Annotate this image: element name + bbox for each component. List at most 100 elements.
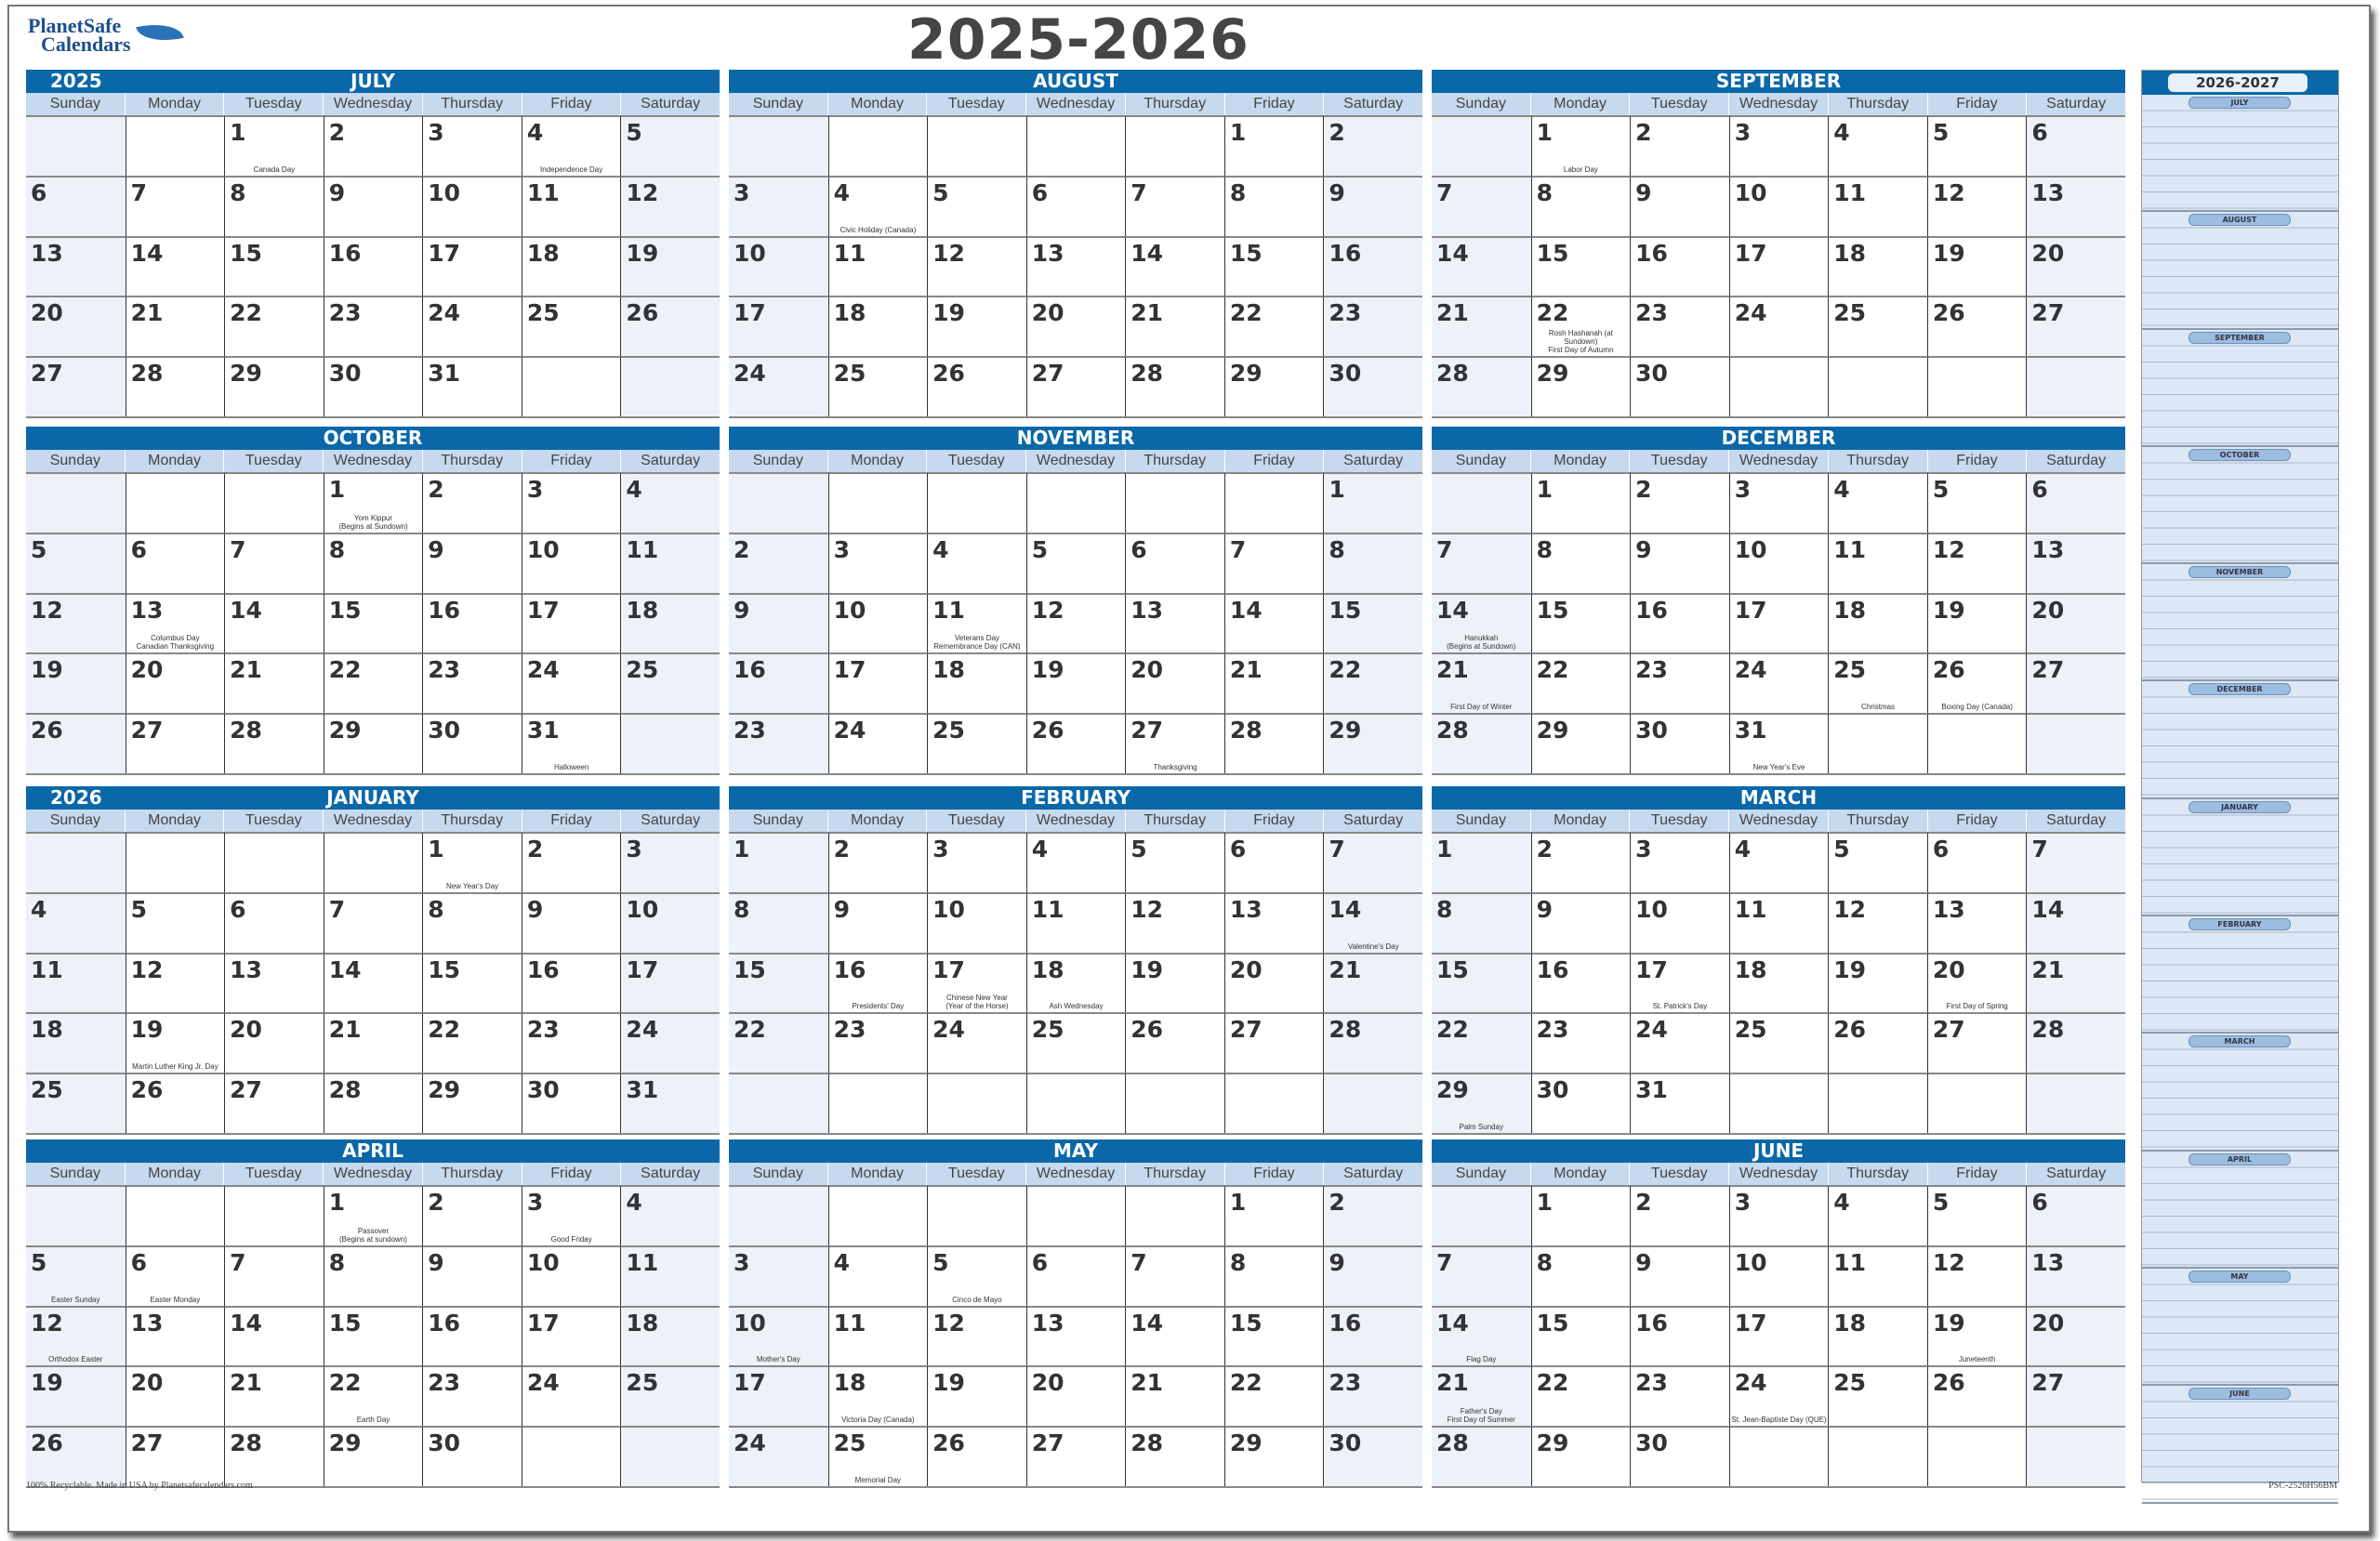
day-cell[interactable]: 6 xyxy=(1223,832,1324,892)
day-cell[interactable]: 26 xyxy=(1926,296,2027,357)
day-cell[interactable] xyxy=(26,115,126,176)
day-cell[interactable]: 17 Chinese New Year (Year of the Horse) xyxy=(927,952,1026,1013)
day-cell[interactable]: 5 xyxy=(1828,832,1927,892)
day-cell[interactable]: 19 Juneteenth xyxy=(1926,1305,2027,1366)
day-cell[interactable]: 28 xyxy=(1432,356,1531,416)
day-cell[interactable]: 27 xyxy=(2026,652,2125,714)
day-cell[interactable]: 5 Cinco de Mayo xyxy=(927,1245,1026,1306)
day-cell[interactable]: 20 xyxy=(26,296,126,357)
day-cell[interactable]: 25 xyxy=(1828,296,1927,357)
day-cell[interactable]: 28 xyxy=(1432,1426,1531,1486)
day-cell[interactable] xyxy=(1125,472,1224,533)
day-cell[interactable]: 22 xyxy=(1530,1365,1631,1427)
day-cell[interactable]: 21 xyxy=(1223,652,1324,714)
day-cell[interactable]: 29 Palm Sunday xyxy=(1432,1073,1531,1133)
day-cell[interactable]: 2 xyxy=(521,832,621,892)
day-cell[interactable]: 14 Hanukkah (Begins at Sundown) xyxy=(1432,592,1531,653)
day-cell[interactable] xyxy=(521,356,621,416)
day-cell[interactable]: 21 xyxy=(1125,1365,1224,1427)
day-cell[interactable] xyxy=(927,115,1026,176)
day-cell[interactable]: 17 xyxy=(1728,592,1829,653)
day-cell[interactable]: 16 xyxy=(729,652,828,714)
day-cell[interactable]: 18 xyxy=(620,1305,720,1366)
day-cell[interactable] xyxy=(224,472,324,533)
day-cell[interactable]: 1 Labor Day xyxy=(1530,115,1631,176)
day-cell[interactable]: 9 xyxy=(521,891,621,953)
day-cell[interactable]: 6 xyxy=(224,891,324,953)
day-cell[interactable]: 28 xyxy=(125,356,225,416)
day-cell[interactable]: 13 xyxy=(2026,532,2125,593)
day-cell[interactable]: 20 xyxy=(224,1012,324,1073)
day-cell[interactable]: 8 xyxy=(1223,1245,1324,1306)
day-cell[interactable]: 23 xyxy=(1630,296,1729,357)
day-cell[interactable] xyxy=(1728,1426,1829,1486)
day-cell[interactable] xyxy=(1025,1185,1126,1245)
day-cell[interactable]: 11 xyxy=(1025,891,1126,953)
day-cell[interactable]: 4 xyxy=(1828,1185,1927,1245)
day-cell[interactable]: 29 xyxy=(323,1426,423,1486)
sidebar-month-section[interactable]: MAY xyxy=(2142,1268,2338,1387)
day-cell[interactable] xyxy=(620,356,720,416)
day-cell[interactable]: 24 xyxy=(729,1426,828,1486)
day-cell[interactable]: 27 xyxy=(1926,1012,2027,1073)
day-cell[interactable]: 31 Halloween xyxy=(521,713,621,773)
day-cell[interactable]: 17 xyxy=(620,952,720,1013)
day-cell[interactable]: 27 xyxy=(1223,1012,1324,1073)
day-cell[interactable]: 22 xyxy=(1323,652,1422,714)
day-cell[interactable] xyxy=(26,472,126,533)
day-cell[interactable]: 13 xyxy=(1125,592,1224,653)
day-cell[interactable] xyxy=(125,115,225,176)
day-cell[interactable]: 16 Presidents' Day xyxy=(827,952,928,1013)
day-cell[interactable] xyxy=(827,115,928,176)
day-cell[interactable]: 5 xyxy=(1926,115,2027,176)
day-cell[interactable]: 30 xyxy=(1323,356,1422,416)
day-cell[interactable]: 9 xyxy=(323,175,423,236)
day-cell[interactable]: 30 xyxy=(422,1426,522,1486)
day-cell[interactable]: 11 xyxy=(26,952,126,1013)
day-cell[interactable]: 18 Victoria Day (Canada) xyxy=(827,1365,928,1427)
day-cell[interactable]: 12 xyxy=(1926,175,2027,236)
day-cell[interactable]: 29 xyxy=(422,1073,522,1133)
day-cell[interactable]: 15 xyxy=(323,592,423,653)
day-cell[interactable]: 9 xyxy=(1323,1245,1422,1306)
day-cell[interactable]: 8 xyxy=(422,891,522,953)
day-cell[interactable]: 29 xyxy=(1530,1426,1631,1486)
day-cell[interactable]: 9 xyxy=(1630,175,1729,236)
day-cell[interactable]: 25 xyxy=(620,1365,720,1427)
day-cell[interactable]: 2 xyxy=(1630,1185,1729,1245)
day-cell[interactable]: 16 xyxy=(1630,1305,1729,1366)
day-cell[interactable]: 6 xyxy=(1025,1245,1126,1306)
day-cell[interactable]: 8 xyxy=(1223,175,1324,236)
day-cell[interactable]: 7 xyxy=(1432,175,1531,236)
day-cell[interactable]: 26 xyxy=(620,296,720,357)
day-cell[interactable]: 13 xyxy=(1025,1305,1126,1366)
day-cell[interactable]: 25 xyxy=(927,713,1026,773)
day-cell[interactable]: 23 xyxy=(422,652,522,714)
day-cell[interactable]: 5 xyxy=(1125,832,1224,892)
day-cell[interactable]: 1 xyxy=(1323,472,1422,533)
day-cell[interactable]: 31 New Year's Eve xyxy=(1728,713,1829,773)
day-cell[interactable]: 2 xyxy=(1530,832,1631,892)
day-cell[interactable]: 2 xyxy=(1630,472,1729,533)
day-cell[interactable] xyxy=(1432,472,1531,533)
day-cell[interactable]: 12 xyxy=(1926,532,2027,593)
day-cell[interactable]: 29 xyxy=(323,713,423,773)
day-cell[interactable]: 6 xyxy=(1025,175,1126,236)
day-cell[interactable]: 12 xyxy=(1025,592,1126,653)
day-cell[interactable]: 12 xyxy=(1926,1245,2027,1306)
day-cell[interactable]: 15 xyxy=(1323,592,1422,653)
day-cell[interactable]: 9 xyxy=(422,1245,522,1306)
day-cell[interactable]: 27 xyxy=(2026,1365,2125,1427)
day-cell[interactable]: 23 xyxy=(323,296,423,357)
day-cell[interactable]: 14 xyxy=(1432,235,1531,296)
day-cell[interactable]: 5 Easter Sunday xyxy=(26,1245,126,1306)
day-cell[interactable]: 14 Valentine's Day xyxy=(1323,891,1422,953)
day-cell[interactable] xyxy=(1223,472,1324,533)
day-cell[interactable]: 23 xyxy=(1630,1365,1729,1427)
day-cell[interactable]: 5 xyxy=(1926,472,2027,533)
day-cell[interactable]: 20 xyxy=(1125,652,1224,714)
day-cell[interactable]: 16 xyxy=(521,952,621,1013)
day-cell[interactable]: 22 xyxy=(1223,296,1324,357)
day-cell[interactable]: 3 xyxy=(422,115,522,176)
day-cell[interactable] xyxy=(1828,1073,1927,1133)
